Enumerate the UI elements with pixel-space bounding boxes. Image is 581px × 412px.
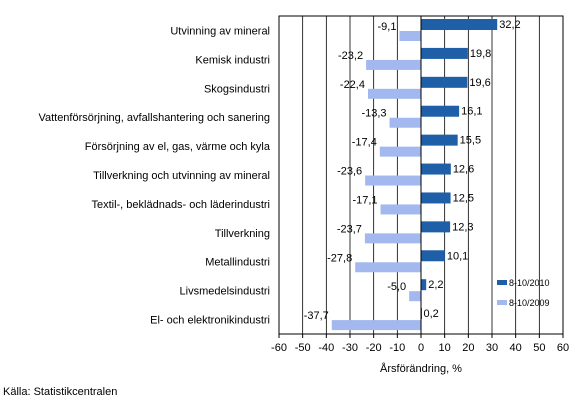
data-label-2010: 0,2	[423, 308, 438, 320]
bar-2009	[364, 233, 421, 244]
category-label: Vattenförsörjning, avfallshantering och …	[38, 112, 270, 124]
bar-2009	[409, 291, 421, 302]
bar-2010	[421, 47, 468, 59]
data-label-2009: -37,7	[304, 310, 329, 322]
data-label-2009: -23,2	[338, 50, 363, 62]
source-note: Källa: Statistikcentralen	[3, 386, 118, 398]
bar-2010	[421, 105, 460, 117]
data-label-2010: 19,6	[469, 77, 490, 89]
bar-2009	[366, 59, 421, 70]
data-label-2009: -9,1	[377, 21, 396, 33]
category-label: Textil-, beklädnads- och läderindustri	[91, 199, 270, 211]
bar-2009	[399, 31, 421, 41]
x-tick-label: -40	[318, 342, 334, 354]
legend-label-2009: 8-10/2009	[509, 298, 550, 308]
bar-2010	[421, 192, 451, 204]
data-label-2009: -17,4	[352, 137, 377, 149]
category-label: Skogsindustri	[204, 83, 270, 95]
category-label: Kemisk industri	[195, 54, 270, 66]
bar-2010	[421, 76, 468, 88]
x-tick-label: -60	[271, 342, 287, 354]
x-tick-label: 0	[418, 342, 424, 354]
x-tick-label: 50	[533, 342, 545, 354]
legend-swatch-2009	[497, 300, 507, 305]
data-label-2009: -13,3	[361, 108, 386, 120]
x-tick-label: 60	[557, 342, 569, 354]
data-label-2009: -23,6	[337, 166, 362, 178]
bar-2010	[421, 134, 458, 146]
x-tick-label: -30	[342, 342, 358, 354]
data-label-2009: -22,4	[340, 79, 365, 91]
category-label: Tillverkning	[215, 228, 270, 240]
data-label-2010: 12,3	[452, 221, 473, 233]
data-label-2010: 15,5	[460, 135, 481, 147]
x-tick-label: -20	[366, 342, 382, 354]
category-label: El- och elektronikindustri	[150, 315, 270, 327]
data-label-2009: -17,1	[352, 194, 377, 206]
x-tick-label: 20	[462, 342, 474, 354]
bar-2010	[421, 163, 451, 175]
legend-label-2010: 8-10/2010	[509, 278, 550, 288]
bar-2010	[421, 279, 427, 291]
data-label-2010: 16,1	[461, 106, 482, 118]
data-label-2010: 12,5	[453, 192, 474, 204]
x-tick-label: 30	[486, 342, 498, 354]
category-label: Försörjning av el, gas, värme och kyla	[85, 141, 271, 153]
data-label-2010: 19,8	[470, 48, 491, 60]
category-label: Utvinning av mineral	[170, 25, 270, 37]
data-label-2009: -27,8	[327, 252, 352, 264]
legend-swatch-2010	[497, 280, 507, 285]
bar-2010	[421, 250, 445, 262]
bar-2009	[355, 262, 421, 273]
x-tick-label: -10	[389, 342, 405, 354]
bar-2009	[389, 117, 421, 128]
data-label-2010: 10,1	[447, 250, 468, 262]
data-label-2009: -23,7	[337, 223, 362, 235]
category-label: Metallindustri	[205, 257, 270, 269]
bar-2009	[380, 204, 421, 215]
category-label: Tillverkning och utvinning av mineral	[93, 170, 270, 182]
data-label-2010: 12,6	[453, 164, 474, 176]
bar-2009	[331, 320, 421, 331]
x-axis-title: Årsförändring, %	[380, 362, 462, 375]
bar-2009	[365, 175, 421, 186]
category-label: Livsmedelsindustri	[180, 286, 270, 298]
bar-2009	[379, 146, 421, 157]
data-label-2009: -5,0	[387, 281, 406, 293]
bar-2010	[421, 19, 498, 30]
data-label-2010: 2,2	[428, 279, 443, 291]
bar-2010	[421, 221, 451, 233]
x-tick-label: 10	[439, 342, 451, 354]
x-tick-label: 40	[510, 342, 522, 354]
x-tick-label: -50	[295, 342, 311, 354]
bar-2009	[367, 88, 421, 99]
data-label-2010: 32,2	[499, 19, 520, 31]
